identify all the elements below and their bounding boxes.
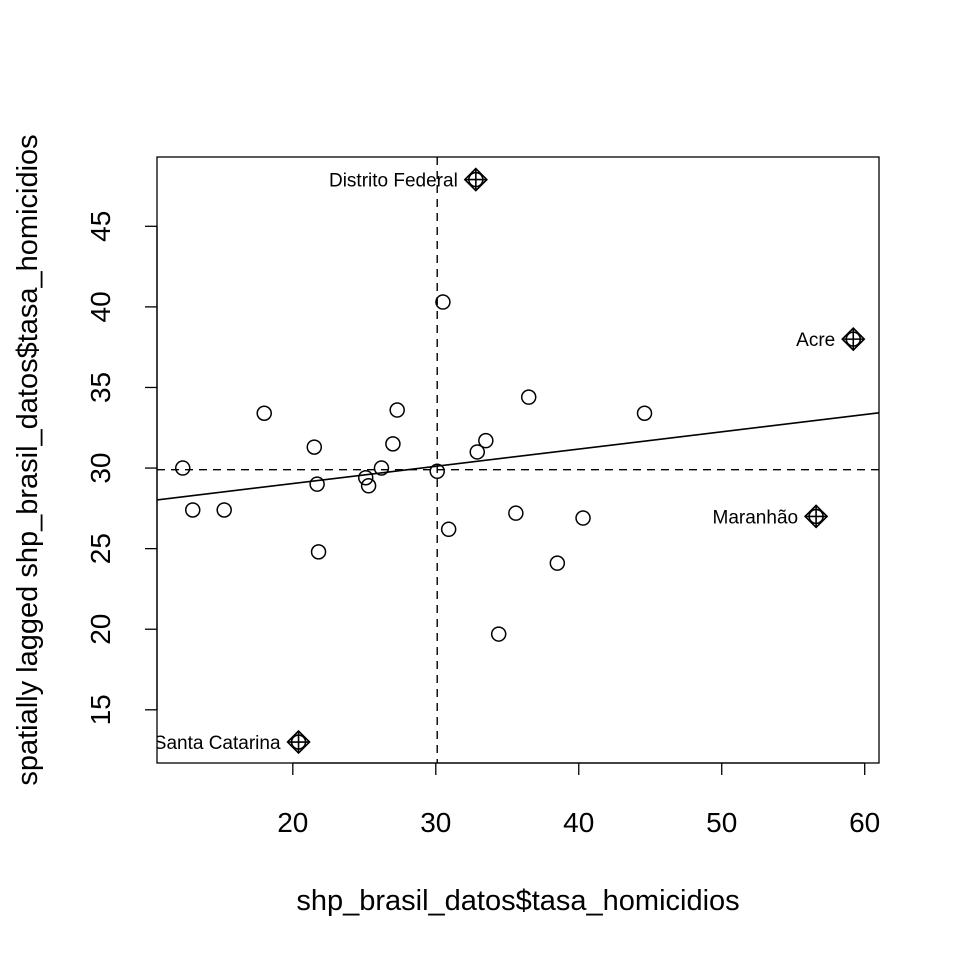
point-label: Distrito Federal <box>329 171 458 192</box>
point-label: Acre <box>796 330 835 351</box>
data-point <box>435 294 451 310</box>
reference-lines <box>157 157 879 763</box>
data-point <box>549 555 566 571</box>
data-point <box>309 476 325 492</box>
influential-point <box>286 729 311 755</box>
x-tick-label: 60 <box>849 807 880 838</box>
data-point <box>575 510 591 526</box>
data-point <box>373 460 390 476</box>
influential-point <box>841 326 866 352</box>
point-label: Santa Catarina <box>154 733 281 754</box>
y-axis: 15 20 25 30 35 40 45 <box>85 211 158 725</box>
data-point <box>360 478 377 494</box>
data-point <box>478 432 494 449</box>
data-point <box>357 469 374 486</box>
data-point <box>310 544 327 560</box>
data-point <box>490 626 507 642</box>
x-axis: 20 30 40 50 60 <box>277 762 880 838</box>
regression-line <box>157 412 879 501</box>
influential-point <box>803 504 829 529</box>
point-labels: Distrito Federal Acre Maranhão Santa Catari… <box>154 171 835 754</box>
x-tick-label: 20 <box>277 807 308 838</box>
data-point <box>256 405 272 422</box>
x-tick-label: 30 <box>420 807 451 838</box>
data-point <box>174 460 191 476</box>
y-tick-label: 15 <box>85 694 116 725</box>
data-point <box>469 444 486 460</box>
data-point <box>508 505 524 521</box>
x-axis-title: shp_brasil_datos$tasa_homicidios <box>296 885 739 917</box>
y-axis-title: spatially lagged shp_brasil_datos$tasa_h… <box>12 134 44 785</box>
data-point <box>184 502 201 518</box>
x-tick-label: 40 <box>563 807 594 838</box>
data-point <box>636 405 653 422</box>
point-label: Maranhão <box>713 507 799 528</box>
data-point <box>385 436 401 452</box>
y-tick-label: 40 <box>85 291 116 322</box>
data-point <box>429 463 445 480</box>
y-tick-label: 25 <box>85 533 116 564</box>
y-tick-label: 35 <box>85 372 116 403</box>
data-point <box>216 502 232 518</box>
plot-frame <box>156 156 880 764</box>
influential-point <box>463 167 488 192</box>
data-point <box>520 389 537 405</box>
y-tick-label: 20 <box>85 614 116 645</box>
data-point <box>306 439 323 455</box>
y-tick-label: 30 <box>85 452 116 483</box>
data-points <box>174 167 866 755</box>
data-point <box>440 521 457 538</box>
data-point <box>389 402 405 418</box>
x-tick-label: 50 <box>706 807 737 838</box>
y-tick-label: 45 <box>85 211 116 242</box>
